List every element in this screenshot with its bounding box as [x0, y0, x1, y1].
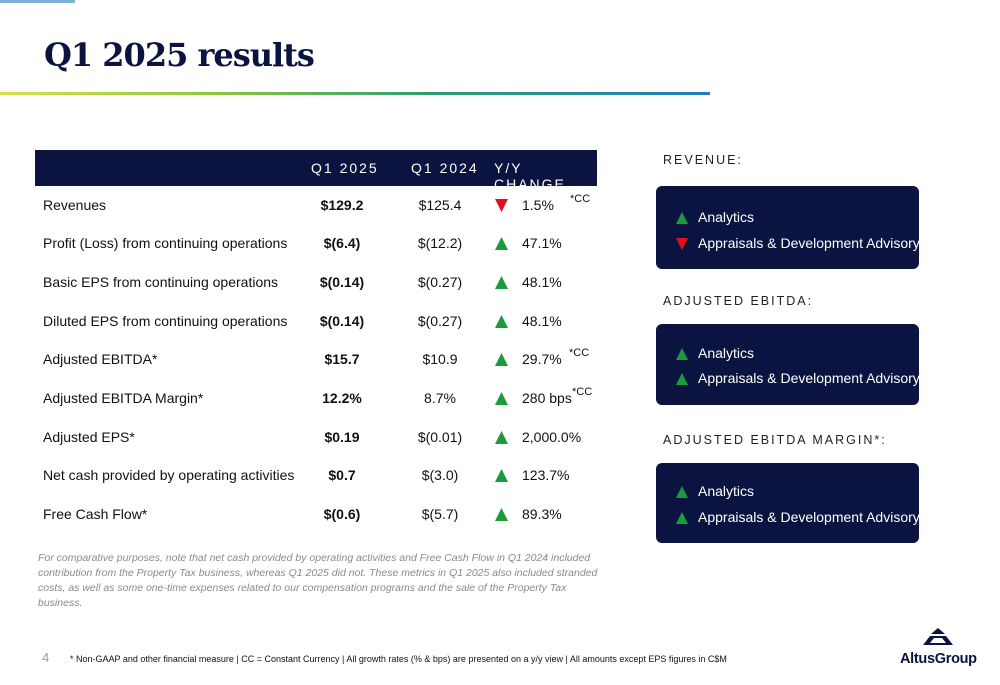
- cc-note: *CC: [569, 347, 590, 359]
- yy-change-value: 89.3%: [522, 506, 562, 522]
- q1-2024-value: $10.9: [422, 351, 458, 367]
- panel-title: ADJUSTED EBITDA:: [663, 294, 814, 308]
- up-arrow-icon: [495, 276, 509, 290]
- table-row: Diluted EPS from continuing operations $…: [35, 310, 597, 334]
- yy-change-value: 48.1%: [522, 274, 562, 290]
- logo-text: AltusGroup: [900, 651, 977, 667]
- q1-2025-value: $129.2: [320, 197, 364, 213]
- q1-2024-value: $(0.27): [417, 313, 463, 329]
- row-label: Adjusted EBITDA*: [43, 351, 158, 367]
- q1-2024-value: $(0.27): [417, 274, 463, 290]
- table-row: Free Cash Flow* $(0.6) $(5.7) 89.3%: [35, 503, 597, 527]
- panel-title: ADJUSTED EBITDA MARGIN*:: [663, 433, 887, 447]
- q1-2025-value: $(0.6): [323, 506, 361, 522]
- yy-change-value: 48.1%: [522, 313, 562, 329]
- up-arrow-icon: [495, 508, 509, 522]
- yy-change-value: 280 bps: [522, 390, 572, 406]
- table-header: Q1 2025 Q1 2024 Y/Y CHANGE: [35, 150, 597, 192]
- down-arrow-icon: [676, 238, 689, 251]
- up-arrow-icon: [676, 212, 689, 225]
- row-label: Free Cash Flow*: [43, 506, 148, 522]
- yy-change-value: 1.5%: [522, 197, 554, 213]
- table-row: Profit (Loss) from continuing operations…: [35, 232, 597, 256]
- header-yy-change: Y/Y CHANGE: [494, 160, 566, 192]
- up-arrow-icon: [676, 512, 689, 525]
- q1-2025-value: $(6.4): [323, 235, 361, 251]
- up-arrow-icon: [495, 392, 509, 406]
- table-row: Net cash provided by operating activitie…: [35, 464, 597, 488]
- up-arrow-icon: [495, 353, 509, 367]
- panel-item-label: Analytics: [698, 483, 755, 499]
- up-arrow-icon: [676, 348, 689, 361]
- disclaimer-note: For comparative purposes, note that net …: [38, 552, 598, 609]
- cc-note: *CC: [570, 193, 591, 205]
- panel-title: REVENUE:: [663, 153, 743, 167]
- down-arrow-icon: [495, 199, 509, 213]
- yy-change-value: 2,000.0%: [522, 429, 582, 445]
- table-row: Revenues $129.2 $125.4 1.5% *CC: [35, 193, 597, 218]
- page-number: 4: [42, 650, 50, 665]
- table-row: Adjusted EBITDA Margin* 12.2% 8.7% 280 b…: [35, 386, 597, 411]
- row-label: Basic EPS from continuing operations: [43, 274, 279, 290]
- footnote: * Non-GAAP and other financial measure |…: [70, 654, 727, 664]
- segment-panel: Analytics Appraisals & Development Advis…: [656, 324, 920, 405]
- row-label: Profit (Loss) from continuing operations: [43, 235, 288, 251]
- up-arrow-icon: [495, 431, 509, 445]
- q1-2025-value: $0.19: [324, 429, 360, 445]
- table-row: Adjusted EBITDA* $15.7 $10.9 29.7% *CC: [35, 347, 597, 372]
- panel-item-label: Appraisals & Development Advisory: [698, 370, 920, 386]
- yy-change-value: 123.7%: [522, 467, 570, 483]
- panel-item-label: Analytics: [698, 345, 755, 361]
- table-row: Basic EPS from continuing operations $(0…: [35, 271, 597, 295]
- row-label: Adjusted EPS*: [43, 429, 135, 445]
- panel-item-label: Analytics: [698, 209, 755, 225]
- q1-2024-value: $(5.7): [421, 506, 459, 522]
- q1-2024-value: $125.4: [418, 197, 462, 213]
- panel-item-label: Appraisals & Development Advisory: [698, 509, 920, 525]
- row-label: Net cash provided by operating activitie…: [43, 467, 295, 483]
- header-q1-2024: Q1 2024: [411, 160, 479, 176]
- up-arrow-icon: [495, 469, 509, 483]
- q1-2024-value: $(0.01): [417, 429, 463, 445]
- cc-note: *CC: [572, 386, 593, 398]
- row-label: Adjusted EBITDA Margin*: [43, 390, 204, 406]
- title-divider: [0, 92, 710, 95]
- q1-2025-value: 12.2%: [322, 390, 362, 406]
- row-label: Diluted EPS from continuing operations: [43, 313, 288, 329]
- page-title: Q1 2025 results: [44, 36, 315, 74]
- yy-change-value: 47.1%: [522, 235, 562, 251]
- up-arrow-icon: [495, 315, 509, 329]
- row-label: Revenues: [43, 197, 107, 213]
- segment-panel: Analytics Appraisals & Development Advis…: [656, 463, 920, 543]
- top-accent-bar: [0, 0, 75, 3]
- altus-group-logo: AltusGroup: [900, 628, 978, 672]
- up-arrow-icon: [676, 373, 689, 386]
- q1-2025-value: $0.7: [328, 467, 356, 483]
- table-row: Adjusted EPS* $0.19 $(0.01) 2,000.0%: [35, 426, 597, 450]
- q1-2025-value: $(0.14): [319, 274, 365, 290]
- panel-item-label: Appraisals & Development Advisory: [698, 235, 920, 251]
- q1-2025-value: $(0.14): [319, 313, 365, 329]
- up-arrow-icon: [676, 486, 689, 499]
- header-q1-2025: Q1 2025: [311, 160, 379, 176]
- up-arrow-icon: [495, 237, 509, 251]
- segment-panel: Analytics Appraisals & Development Advis…: [656, 186, 920, 269]
- q1-2024-value: 8.7%: [424, 390, 456, 406]
- q1-2024-value: $(12.2): [417, 235, 463, 251]
- q1-2025-value: $15.7: [324, 351, 360, 367]
- yy-change-value: 29.7%: [522, 351, 562, 367]
- logo-mark-icon: [923, 628, 953, 645]
- q1-2024-value: $(3.0): [421, 467, 459, 483]
